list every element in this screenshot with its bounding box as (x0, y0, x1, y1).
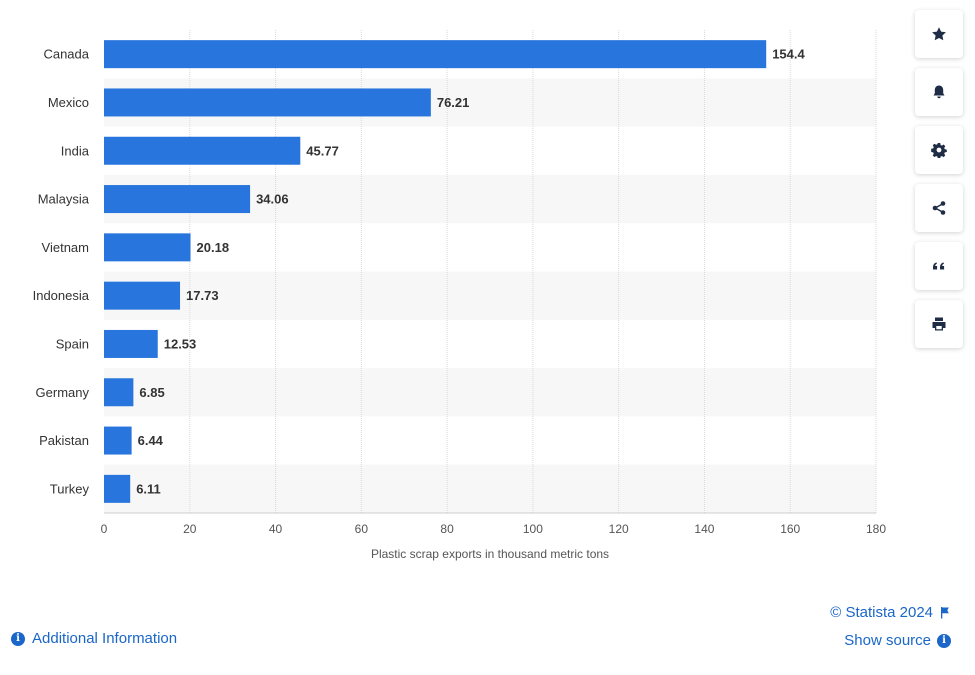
additional-information-link[interactable]: i Additional Information (11, 630, 177, 647)
show-source-link[interactable]: Show source i (830, 632, 951, 649)
bar-spain[interactable] (104, 329, 158, 358)
category-label: Germany (36, 385, 90, 400)
category-label: Indonesia (33, 288, 90, 303)
printer-icon (932, 317, 946, 331)
bell-icon (933, 85, 945, 99)
x-axis-title: Plastic scrap exports in thousand metric… (371, 547, 609, 561)
row-band (104, 464, 876, 513)
gear-icon (931, 143, 947, 158)
additional-information-text: Additional Information (32, 630, 178, 647)
bar-mexico[interactable] (104, 88, 431, 117)
bar-turkey[interactable] (104, 474, 131, 503)
bar-malaysia[interactable] (104, 185, 251, 214)
copyright-text: © Statista 2024 (830, 604, 933, 621)
bar-pakistan[interactable] (104, 426, 132, 455)
value-label: 17.73 (186, 288, 219, 303)
x-tick-label: 80 (440, 522, 454, 536)
bar-germany[interactable] (104, 378, 134, 407)
value-label: 6.44 (138, 433, 164, 448)
x-tick-label: 20 (183, 522, 197, 536)
star-icon (932, 27, 946, 41)
value-label: 12.53 (164, 336, 197, 351)
info-icon: i (11, 631, 25, 646)
share-button[interactable] (915, 184, 963, 232)
bar-chart: Canada 154.4 Mexico 76.21 India 45.77 Malaysia… (33, 30, 886, 561)
notification-button[interactable] (915, 68, 963, 116)
flag-icon (941, 607, 949, 619)
category-label: Canada (43, 47, 89, 62)
row-band (104, 271, 876, 320)
info-icon: i (937, 633, 951, 648)
x-tick-label: 0 (101, 522, 108, 536)
category-label: India (61, 143, 90, 158)
x-tick-label: 40 (269, 522, 283, 536)
x-tick-label: 140 (694, 522, 714, 536)
category-label: Spain (56, 336, 89, 351)
value-label: 20.18 (197, 240, 230, 255)
toolbar (915, 10, 963, 358)
category-label: Pakistan (39, 433, 89, 448)
x-tick-label: 160 (780, 522, 800, 536)
value-label: 45.77 (306, 143, 339, 158)
share-icon (932, 201, 946, 215)
value-label: 34.06 (256, 192, 289, 207)
value-label: 6.11 (136, 481, 161, 496)
x-tick-label: 120 (609, 522, 629, 536)
footer-right: © Statista 2024 Show source i (830, 604, 951, 660)
x-tick-label: 100 (523, 522, 543, 536)
settings-button[interactable] (915, 126, 963, 174)
x-tick-label: 180 (866, 522, 886, 536)
row-band (104, 368, 876, 417)
print-button[interactable] (915, 300, 963, 348)
show-source-text: Show source (844, 632, 931, 649)
category-label: Turkey (50, 481, 90, 496)
bar-india[interactable] (104, 136, 301, 165)
bar-canada[interactable] (104, 40, 767, 69)
bar-vietnam[interactable] (104, 233, 191, 262)
bar-indonesia[interactable] (104, 281, 181, 310)
quote-icon (933, 262, 945, 270)
category-label: Vietnam (42, 240, 89, 255)
favorite-button[interactable] (915, 10, 963, 58)
x-tick-label: 60 (355, 522, 369, 536)
category-label: Malaysia (38, 192, 90, 207)
value-label: 6.85 (139, 385, 164, 400)
copyright-link[interactable]: © Statista 2024 (830, 604, 951, 621)
value-label: 154.4 (772, 47, 805, 62)
category-label: Mexico (48, 95, 89, 110)
value-label: 76.21 (437, 95, 470, 110)
cite-button[interactable] (915, 242, 963, 290)
